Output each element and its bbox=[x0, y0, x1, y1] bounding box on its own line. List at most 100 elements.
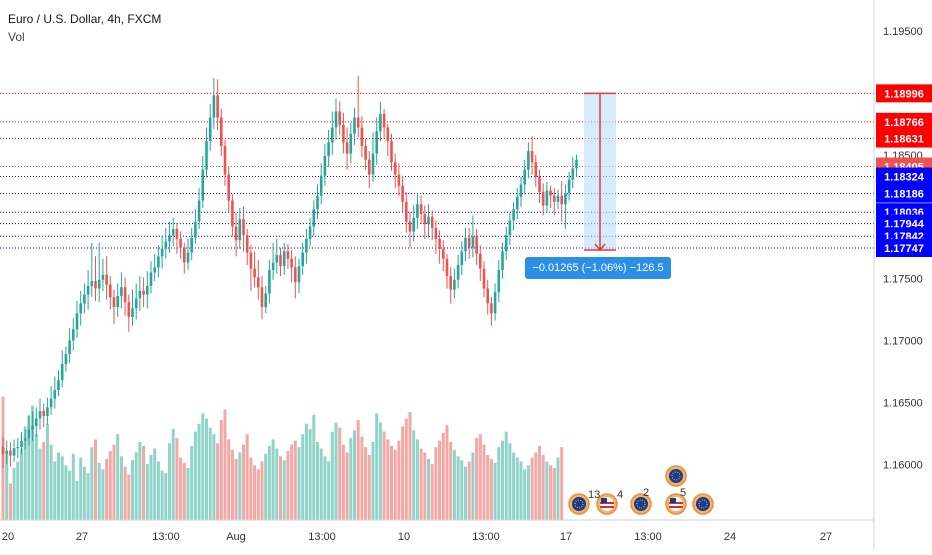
candle bbox=[253, 251, 256, 288]
volume-indicator-label[interactable]: Vol bbox=[8, 30, 25, 44]
volume-bar bbox=[356, 419, 360, 520]
candle-body bbox=[301, 252, 304, 267]
candle bbox=[331, 111, 334, 155]
candle-body bbox=[297, 266, 301, 283]
candle-body bbox=[105, 274, 108, 285]
candle-body bbox=[216, 95, 219, 118]
candle bbox=[567, 172, 571, 201]
volume-bar bbox=[497, 447, 501, 520]
candle-body bbox=[331, 127, 334, 143]
volume-bar bbox=[112, 444, 116, 520]
candle bbox=[260, 276, 264, 320]
eu-flag-icon bbox=[630, 493, 652, 515]
candle bbox=[390, 133, 393, 171]
candle-body bbox=[127, 302, 131, 317]
candle bbox=[238, 208, 242, 249]
candle-body bbox=[549, 190, 552, 196]
candle-body bbox=[490, 303, 493, 314]
candle bbox=[571, 157, 575, 189]
event-marker-count: 5 bbox=[680, 487, 686, 499]
time-tick-label: 27 bbox=[820, 531, 832, 543]
candle-body bbox=[83, 294, 86, 304]
volume-bar bbox=[60, 456, 64, 520]
candle-body bbox=[46, 407, 49, 416]
volume-bar bbox=[441, 432, 445, 520]
candle bbox=[212, 78, 216, 129]
eu-flag-icon bbox=[568, 493, 590, 515]
time-tick-label: 24 bbox=[724, 531, 736, 543]
volume-bar bbox=[234, 458, 238, 520]
candle bbox=[208, 104, 212, 152]
volume-bar bbox=[171, 429, 175, 520]
candle-body bbox=[486, 288, 489, 304]
candle bbox=[120, 272, 123, 309]
candle-body bbox=[434, 227, 438, 239]
volume-bar bbox=[456, 456, 460, 520]
candle-body bbox=[42, 411, 45, 416]
volume-bar bbox=[360, 436, 364, 520]
measure-tool[interactable] bbox=[584, 92, 616, 252]
volume-bar bbox=[419, 448, 423, 520]
candle-body bbox=[275, 255, 279, 263]
candle-body bbox=[168, 235, 171, 242]
symbol-title[interactable]: Euro / U.S. Dollar, 4h, FXCM bbox=[8, 12, 162, 26]
volume-bar bbox=[393, 449, 397, 520]
price-level-tag: 1.18766 bbox=[876, 112, 932, 131]
candle bbox=[175, 222, 179, 254]
candle-body bbox=[508, 220, 512, 236]
candle-body bbox=[153, 267, 156, 273]
candle-body bbox=[368, 159, 371, 175]
candle bbox=[197, 188, 201, 230]
candle bbox=[416, 194, 419, 230]
candle bbox=[116, 283, 119, 317]
candle bbox=[497, 260, 501, 303]
volume-bar bbox=[116, 434, 120, 520]
candle bbox=[445, 253, 449, 289]
volume-bar bbox=[367, 455, 371, 520]
candle-body bbox=[116, 295, 119, 308]
candle bbox=[393, 153, 397, 189]
candle bbox=[290, 250, 293, 283]
tag-label: 1.18631 bbox=[884, 134, 924, 146]
candle bbox=[27, 414, 31, 446]
candle-body bbox=[345, 142, 349, 154]
volume-bar bbox=[201, 413, 205, 520]
candle-body bbox=[194, 221, 197, 238]
candle bbox=[501, 242, 504, 279]
volume-bar bbox=[12, 468, 16, 520]
candle bbox=[560, 180, 563, 222]
volume-bar bbox=[478, 434, 482, 520]
volume-bar bbox=[8, 483, 12, 520]
candle bbox=[220, 108, 223, 156]
candle-body bbox=[20, 440, 23, 447]
candle-body bbox=[16, 446, 20, 449]
volume-bar bbox=[264, 453, 268, 520]
measure-arrow-head bbox=[594, 243, 606, 252]
volume-bar bbox=[404, 418, 408, 520]
candle-body bbox=[541, 191, 545, 206]
volume-bar bbox=[293, 440, 297, 520]
event-markers[interactable]: 13 4 2 5 bbox=[568, 465, 714, 515]
volume-bar bbox=[127, 474, 131, 520]
candle bbox=[5, 440, 8, 465]
time-axis[interactable]: 20 27 13:00 Aug 13:00 10 13:00 17 13:00 24 27 bbox=[2, 531, 832, 543]
candle-body bbox=[186, 252, 190, 263]
volume-bar bbox=[308, 429, 312, 520]
candle bbox=[286, 243, 290, 269]
volume-bar bbox=[415, 439, 419, 520]
flag-field bbox=[696, 497, 710, 511]
volume-bar bbox=[452, 449, 456, 520]
candle bbox=[405, 191, 408, 233]
volume-bar bbox=[79, 457, 83, 520]
candle bbox=[9, 442, 12, 467]
candle-body bbox=[405, 201, 408, 222]
tag-background bbox=[876, 167, 932, 186]
candle-body bbox=[445, 258, 449, 277]
volume-bar bbox=[467, 461, 471, 520]
tag-label: 1.18186 bbox=[884, 189, 924, 201]
volume-bar bbox=[227, 439, 231, 520]
time-tick-label: 27 bbox=[76, 531, 88, 543]
candle bbox=[31, 411, 34, 441]
